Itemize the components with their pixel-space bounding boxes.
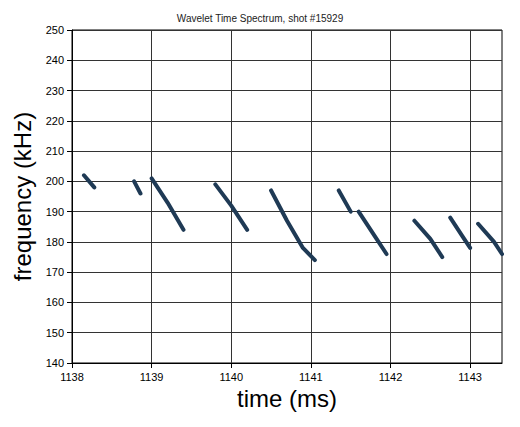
svg-text:1143: 1143 bbox=[458, 371, 482, 383]
svg-text:170: 170 bbox=[46, 266, 64, 278]
svg-text:150: 150 bbox=[46, 327, 64, 339]
svg-text:210: 210 bbox=[46, 145, 64, 157]
svg-text:1139: 1139 bbox=[140, 371, 164, 383]
svg-text:180: 180 bbox=[46, 236, 64, 248]
svg-text:1138: 1138 bbox=[60, 371, 84, 383]
svg-text:140: 140 bbox=[46, 357, 64, 369]
svg-text:1142: 1142 bbox=[379, 371, 403, 383]
svg-text:160: 160 bbox=[46, 296, 64, 308]
svg-text:time (ms): time (ms) bbox=[237, 385, 337, 412]
svg-text:190: 190 bbox=[46, 206, 64, 218]
svg-text:1140: 1140 bbox=[219, 371, 243, 383]
svg-text:1141: 1141 bbox=[299, 371, 323, 383]
svg-text:Wavelet Time Spectrum, shot #1: Wavelet Time Spectrum, shot #15929 bbox=[177, 13, 344, 24]
svg-text:230: 230 bbox=[46, 85, 64, 97]
svg-text:frequency (kHz): frequency (kHz) bbox=[9, 112, 36, 281]
svg-text:200: 200 bbox=[46, 175, 64, 187]
svg-text:220: 220 bbox=[46, 115, 64, 127]
svg-text:250: 250 bbox=[46, 24, 64, 36]
svg-text:240: 240 bbox=[46, 54, 64, 66]
